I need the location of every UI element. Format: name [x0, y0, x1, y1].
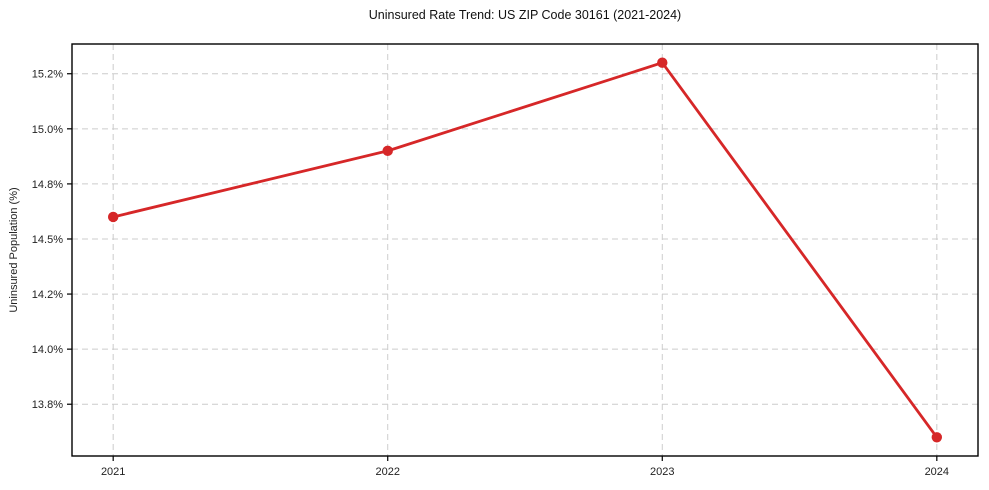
y-tick-label: 15.0%: [32, 124, 63, 136]
y-tick-label: 13.8%: [32, 399, 63, 411]
x-tick-label: 2024: [925, 466, 949, 478]
x-tick-label: 2022: [375, 466, 399, 478]
data-point: [657, 57, 668, 68]
y-tick-label: 15.2%: [32, 69, 63, 81]
x-tick-label: 2023: [650, 466, 674, 478]
y-tick-label: 14.5%: [32, 234, 63, 246]
trend-line: [111, 61, 939, 439]
y-tick-label: 14.8%: [32, 179, 63, 191]
y-tick-label: 14.0%: [32, 344, 63, 356]
chart-title: Uninsured Rate Trend: US ZIP Code 30161 …: [368, 8, 682, 22]
data-point: [107, 211, 119, 223]
x-tick-label: 2021: [101, 466, 125, 478]
data-point: [931, 432, 943, 443]
y-tick-label: 14.2%: [32, 289, 63, 301]
plot-border: [71, 43, 979, 457]
data-point: [382, 145, 393, 157]
